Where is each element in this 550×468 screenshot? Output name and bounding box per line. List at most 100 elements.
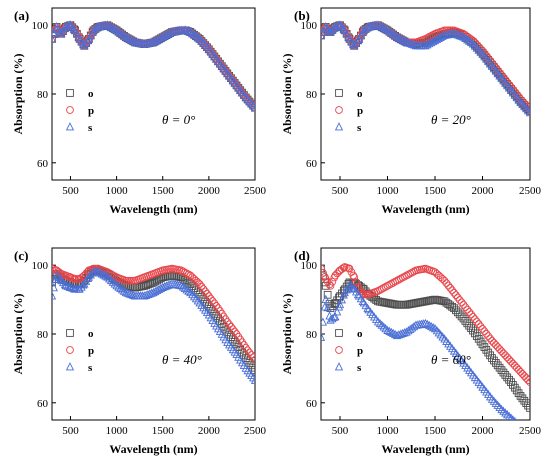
data-point: [349, 283, 358, 292]
data-point: [381, 283, 390, 291]
data-point: [99, 270, 108, 279]
data-point: [440, 276, 449, 285]
data-point: [205, 292, 213, 301]
x-tick-label: 2000: [198, 425, 221, 437]
data-point: [52, 282, 58, 292]
data-point: [153, 285, 162, 295]
data-point: [457, 31, 466, 40]
data-point: [223, 318, 232, 326]
data-point: [118, 29, 127, 38]
data-point: [408, 39, 417, 48]
legend-label-s: s: [88, 362, 93, 374]
legend-label-s: s: [357, 362, 362, 374]
data-point: [375, 21, 385, 30]
data-point: [373, 20, 383, 29]
data-point: [118, 285, 127, 294]
data-point: [377, 22, 386, 31]
x-tick-label: 1500: [424, 425, 447, 437]
data-point: [106, 275, 116, 285]
data-point: [189, 29, 199, 39]
data-point: [52, 274, 60, 284]
data-point: [425, 320, 434, 330]
series-s: [321, 280, 518, 420]
data-point: [490, 339, 498, 347]
data-point: [193, 296, 202, 305]
y-tick-label: 60: [37, 398, 49, 410]
data-point: [184, 286, 193, 295]
data-point: [505, 355, 513, 364]
data-point: [404, 38, 413, 47]
data-point: [325, 280, 334, 289]
data-point: [442, 279, 451, 287]
x-tick-label: 500: [332, 425, 349, 437]
data-point: [408, 323, 417, 332]
data-point: [58, 277, 68, 287]
data-point: [181, 25, 190, 34]
data-point: [191, 31, 201, 40]
data-point: [526, 378, 530, 387]
data-point: [375, 318, 385, 328]
data-point: [180, 283, 189, 292]
data-point: [199, 285, 208, 293]
data-point: [177, 280, 186, 290]
data-point: [383, 325, 392, 334]
legend-marker-s: [334, 362, 344, 371]
y-tick-label: 100: [32, 260, 49, 272]
legend-marker-o: [66, 89, 74, 97]
data-point: [229, 325, 237, 334]
data-point: [474, 320, 483, 328]
data-point: [116, 283, 125, 292]
data-point: [449, 28, 459, 38]
data-point: [123, 33, 132, 42]
data-point: [488, 337, 496, 345]
data-point: [326, 281, 335, 290]
data-point: [383, 281, 392, 290]
data-point: [178, 282, 188, 291]
y-tick-label: 60: [37, 158, 49, 170]
data-point: [390, 329, 400, 339]
data-point: [421, 40, 430, 50]
data-point: [331, 311, 340, 321]
data-point: [321, 264, 325, 273]
data-point: [493, 343, 502, 351]
data-point: [129, 36, 138, 45]
series-o: [321, 264, 530, 412]
x-axis-title: Wavelength (nm): [109, 202, 197, 216]
data-point: [328, 277, 337, 286]
data-point: [396, 34, 405, 43]
data-point: [404, 270, 413, 279]
data-point: [127, 35, 136, 44]
data-point: [471, 315, 479, 324]
data-point: [389, 29, 398, 38]
y-axis-title: Absorption (%): [11, 53, 25, 134]
x-tick-label: 2000: [198, 185, 221, 197]
data-point: [52, 270, 61, 279]
panel-label: (c): [14, 248, 28, 263]
data-point: [455, 296, 464, 304]
data-point: [208, 297, 217, 305]
legend-label-p: p: [357, 345, 363, 357]
data-point: [110, 24, 119, 33]
data-point: [195, 280, 204, 288]
data-point: [75, 284, 84, 293]
data-point: [249, 353, 255, 362]
data-point: [201, 287, 210, 296]
data-point: [333, 307, 342, 316]
data-point: [434, 33, 443, 42]
data-point: [73, 275, 81, 283]
data-point: [345, 280, 354, 290]
data-point: [402, 327, 411, 336]
data-point: [455, 30, 464, 40]
series-s: [321, 20, 530, 117]
y-tick-label: 80: [37, 329, 49, 341]
data-point: [52, 29, 58, 38]
y-tick-label: 60: [306, 398, 318, 410]
data-point: [251, 355, 255, 364]
data-point: [430, 35, 440, 45]
data-point: [395, 275, 403, 284]
data-point: [440, 26, 449, 35]
data-point: [453, 293, 462, 302]
data-point: [520, 372, 529, 380]
data-point: [516, 367, 525, 376]
data-point: [463, 305, 472, 314]
